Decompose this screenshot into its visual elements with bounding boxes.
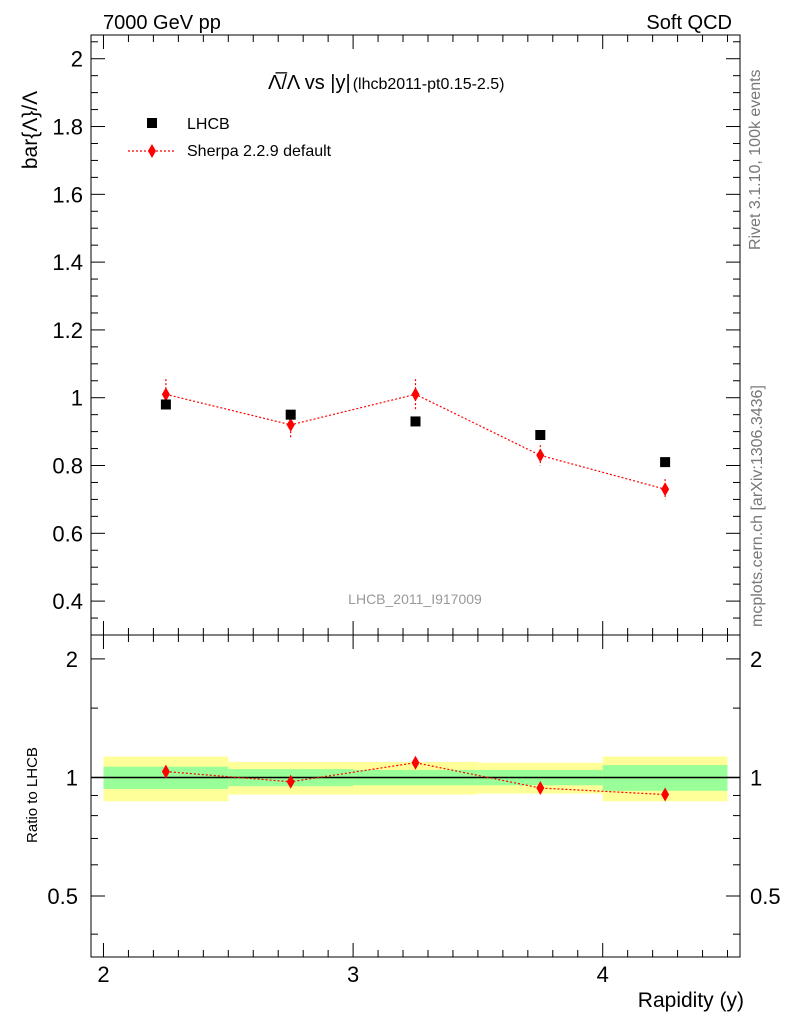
ratio-point [161,764,170,779]
header-right: Soft QCD [646,12,732,34]
y-tick-label: 0.8 [52,454,83,479]
ratio-axis-title: Ratio to LHCB [24,747,41,843]
side-label-mcplots: mcplots.cern.ch [arXiv:1306.3436] [749,385,766,627]
y-tick-label: 1.4 [52,250,83,275]
mc-point [536,448,545,463]
y-tick-label: 0.6 [52,521,83,546]
ratio-series [161,755,670,802]
y-axis-title: bar{Λ}/Λ [19,91,42,169]
ratio-tick-label-right: 0.5 [750,884,781,909]
mc-point [661,482,670,497]
y-tick-label: 2 [71,47,83,72]
ratio-point [661,787,670,802]
ratio-point [411,755,420,770]
ratio-tick-label-right: 2 [750,647,762,672]
ratio-series-line [165,762,666,796]
ratio-tick-label-left: 0.5 [47,884,78,909]
data-series [160,399,671,468]
x-tick-label: 3 [347,962,359,987]
x-axis-title: Rapidity (y) [638,989,744,1012]
axis-ticks [91,35,740,957]
chart-title-main: Λ̅/Λ vs |y| [268,71,351,94]
y-tick-label: 1.2 [52,318,83,343]
watermark-label: LHCB_2011_I917009 [348,591,482,607]
data-point [160,399,171,410]
chart-title-suffix: (lhcb2011-pt0.15-2.5) [353,76,505,93]
mc-point [161,387,170,402]
data-point [535,430,546,440]
chart-title: Λ̅/Λ vs |y| (lhcb2011-pt0.15-2.5) [268,71,504,94]
mc-point [411,387,420,402]
ratio-point [286,774,295,789]
y-tick-label: 0.4 [52,589,83,614]
y-tick-label: 1.6 [52,182,83,207]
y-tick-label: 1 [71,386,83,411]
ratio-bands [91,756,740,802]
legend-marker-mc [148,144,156,158]
ratio-plot-frame [90,634,741,958]
legend-label-mc: Sherpa 2.2.9 default [187,143,332,160]
ratio-point [536,781,545,796]
ratio-tick-label-left: 2 [66,647,78,672]
legend-marker-data [147,118,157,128]
data-point [285,409,296,420]
ratio-tick-label-right: 1 [750,765,762,790]
data-point [660,457,671,468]
mc-series [161,379,670,500]
y-tick-label: 1.8 [52,115,83,140]
x-tick-label: 2 [97,962,109,987]
legend-label-data: LHCB [187,116,230,133]
mc-point [286,417,295,432]
data-point [410,416,421,427]
x-tick-label: 4 [597,962,609,987]
side-label-rivet: Rivet 3.1.10, 100k events [747,69,764,250]
header-left: 7000 GeV pp [103,12,221,34]
ratio-tick-label-left: 1 [66,765,78,790]
axis-tick-labels: 2 3 4 0.4 0.6 0.8 1 1.2 1.4 1.6 1.8 2 0.5 0.5 1 1 2 2 [47,47,780,987]
